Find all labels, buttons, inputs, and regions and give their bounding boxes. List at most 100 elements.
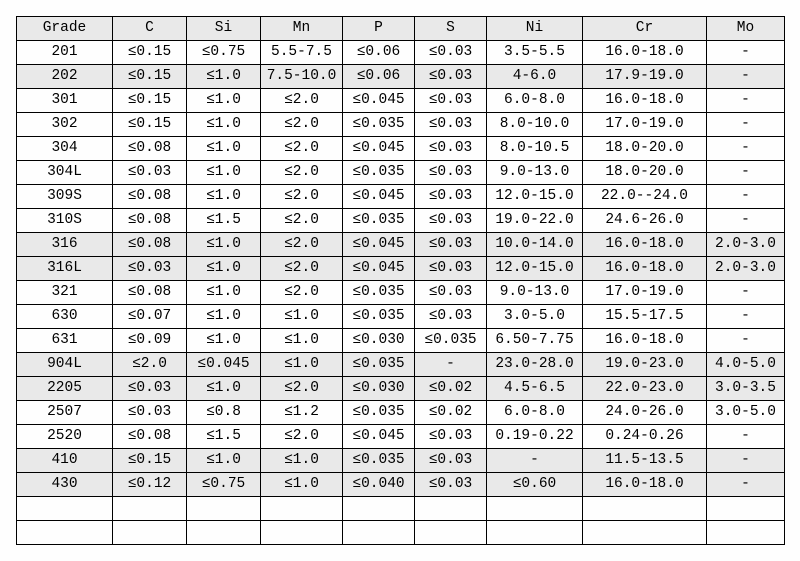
cell-value: ≤0.040 bbox=[343, 473, 415, 497]
cell-value: ≤0.030 bbox=[343, 329, 415, 353]
cell-value: 6.0-8.0 bbox=[487, 89, 583, 113]
table-row: 631≤0.09≤1.0≤1.0≤0.030≤0.0356.50-7.7516.… bbox=[17, 329, 785, 353]
cell-value: ≤0.08 bbox=[113, 185, 187, 209]
cell-value: ≤0.035 bbox=[343, 161, 415, 185]
cell-value: 18.0-20.0 bbox=[583, 161, 707, 185]
cell-grade: 309S bbox=[17, 185, 113, 209]
cell-value: ≤0.045 bbox=[343, 185, 415, 209]
cell-value: 10.0-14.0 bbox=[487, 233, 583, 257]
cell-value: ≤0.03 bbox=[113, 377, 187, 401]
cell-value: ≤1.0 bbox=[187, 137, 261, 161]
cell-value: ≤2.0 bbox=[261, 377, 343, 401]
cell-value: ≤0.03 bbox=[415, 449, 487, 473]
cell-value: ≤0.045 bbox=[343, 89, 415, 113]
cell-value: - bbox=[707, 113, 785, 137]
cell-value: ≤1.0 bbox=[187, 65, 261, 89]
cell-value: ≤0.08 bbox=[113, 209, 187, 233]
cell-value: ≤0.03 bbox=[415, 185, 487, 209]
cell-value: ≤0.08 bbox=[113, 281, 187, 305]
cell-value: ≤0.035 bbox=[343, 449, 415, 473]
cell-grade: 302 bbox=[17, 113, 113, 137]
cell-value: ≤0.035 bbox=[343, 305, 415, 329]
cell-value: ≤1.0 bbox=[261, 473, 343, 497]
cell-value: ≤0.02 bbox=[415, 401, 487, 425]
col-c: C bbox=[113, 17, 187, 41]
cell-value: ≤0.03 bbox=[415, 257, 487, 281]
col-si: Si bbox=[187, 17, 261, 41]
cell-value: ≤0.03 bbox=[415, 89, 487, 113]
cell-value: ≤0.8 bbox=[187, 401, 261, 425]
cell-empty bbox=[261, 497, 343, 521]
cell-value: 6.50-7.75 bbox=[487, 329, 583, 353]
table-row: 321≤0.08≤1.0≤2.0≤0.035≤0.039.0-13.017.0-… bbox=[17, 281, 785, 305]
cell-value: ≤1.0 bbox=[187, 281, 261, 305]
cell-grade: 301 bbox=[17, 89, 113, 113]
cell-grade: 321 bbox=[17, 281, 113, 305]
table-row: 302≤0.15≤1.0≤2.0≤0.035≤0.038.0-10.017.0-… bbox=[17, 113, 785, 137]
cell-empty bbox=[415, 497, 487, 521]
cell-value: ≤2.0 bbox=[261, 257, 343, 281]
cell-empty bbox=[583, 521, 707, 545]
cell-value: 4.0-5.0 bbox=[707, 353, 785, 377]
cell-empty bbox=[343, 497, 415, 521]
cell-value: ≤2.0 bbox=[113, 353, 187, 377]
table-row: 301≤0.15≤1.0≤2.0≤0.045≤0.036.0-8.016.0-1… bbox=[17, 89, 785, 113]
col-mn: Mn bbox=[261, 17, 343, 41]
cell-empty bbox=[113, 497, 187, 521]
cell-value: 17.0-19.0 bbox=[583, 113, 707, 137]
cell-value: ≤0.03 bbox=[415, 473, 487, 497]
cell-value: ≤1.0 bbox=[261, 353, 343, 377]
cell-value: ≤1.0 bbox=[187, 257, 261, 281]
cell-value: ≤2.0 bbox=[261, 113, 343, 137]
cell-value: ≤1.5 bbox=[187, 209, 261, 233]
cell-value: ≤1.2 bbox=[261, 401, 343, 425]
cell-value: ≤0.15 bbox=[113, 449, 187, 473]
table-row: 304≤0.08≤1.0≤2.0≤0.045≤0.038.0-10.518.0-… bbox=[17, 137, 785, 161]
cell-value: 19.0-22.0 bbox=[487, 209, 583, 233]
cell-value: 22.0-23.0 bbox=[583, 377, 707, 401]
cell-value: ≤1.0 bbox=[187, 233, 261, 257]
cell-empty bbox=[343, 521, 415, 545]
table-row: 316≤0.08≤1.0≤2.0≤0.045≤0.0310.0-14.016.0… bbox=[17, 233, 785, 257]
cell-value: 7.5-10.0 bbox=[261, 65, 343, 89]
cell-empty bbox=[187, 497, 261, 521]
cell-empty bbox=[487, 497, 583, 521]
cell-value: ≤0.03 bbox=[415, 137, 487, 161]
cell-value: ≤0.15 bbox=[113, 113, 187, 137]
cell-value: 9.0-13.0 bbox=[487, 281, 583, 305]
cell-empty bbox=[415, 521, 487, 545]
cell-value: ≤0.03 bbox=[415, 65, 487, 89]
table-row: 630≤0.07≤1.0≤1.0≤0.035≤0.033.0-5.015.5-1… bbox=[17, 305, 785, 329]
cell-value: 8.0-10.5 bbox=[487, 137, 583, 161]
table-row: 2520≤0.08≤1.5≤2.0≤0.045≤0.030.19-0.220.2… bbox=[17, 425, 785, 449]
cell-value: - bbox=[707, 281, 785, 305]
cell-value: - bbox=[707, 449, 785, 473]
col-mo: Mo bbox=[707, 17, 785, 41]
cell-grade: 310S bbox=[17, 209, 113, 233]
cell-value: - bbox=[707, 425, 785, 449]
cell-grade: 631 bbox=[17, 329, 113, 353]
cell-value: ≤0.07 bbox=[113, 305, 187, 329]
cell-value: 12.0-15.0 bbox=[487, 257, 583, 281]
table-row: 2507≤0.03≤0.8≤1.2≤0.035≤0.026.0-8.024.0-… bbox=[17, 401, 785, 425]
cell-value: ≤0.045 bbox=[187, 353, 261, 377]
cell-grade: 430 bbox=[17, 473, 113, 497]
table-row: 309S≤0.08≤1.0≤2.0≤0.045≤0.0312.0-15.022.… bbox=[17, 185, 785, 209]
cell-value: ≤2.0 bbox=[261, 161, 343, 185]
cell-grade: 316L bbox=[17, 257, 113, 281]
cell-value: ≤0.045 bbox=[343, 137, 415, 161]
cell-grade: 410 bbox=[17, 449, 113, 473]
table-row: 410≤0.15≤1.0≤1.0≤0.035≤0.03-11.5-13.5- bbox=[17, 449, 785, 473]
steel-grade-table: Grade C Si Mn P S Ni Cr Mo 201≤0.15≤0.75… bbox=[16, 16, 785, 545]
cell-value: ≤2.0 bbox=[261, 425, 343, 449]
cell-value: ≤2.0 bbox=[261, 209, 343, 233]
cell-value: 0.24-0.26 bbox=[583, 425, 707, 449]
cell-value: ≤1.0 bbox=[187, 185, 261, 209]
cell-value: 3.5-5.5 bbox=[487, 41, 583, 65]
cell-value: 2.0-3.0 bbox=[707, 257, 785, 281]
cell-value: ≤0.045 bbox=[343, 425, 415, 449]
cell-value: ≤1.0 bbox=[187, 305, 261, 329]
cell-value: - bbox=[487, 449, 583, 473]
cell-value: 24.0-26.0 bbox=[583, 401, 707, 425]
cell-value: ≤2.0 bbox=[261, 137, 343, 161]
